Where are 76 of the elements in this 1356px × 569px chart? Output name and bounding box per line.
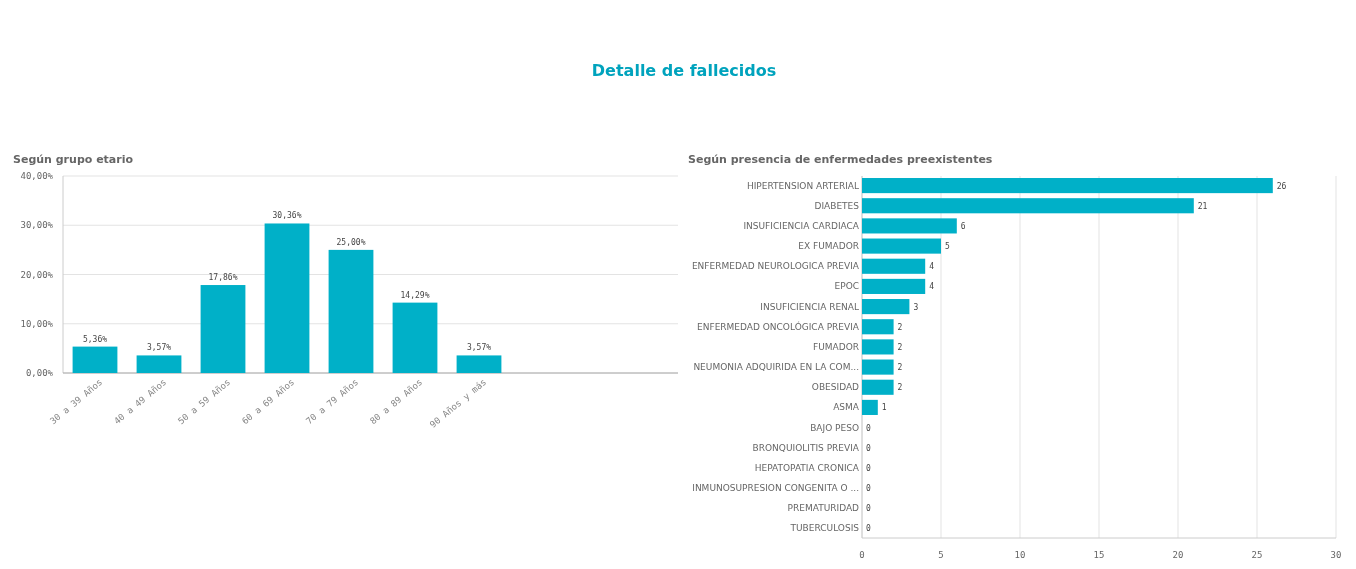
y-tick-label: BAJO PESO	[810, 422, 859, 433]
bar	[862, 178, 1273, 194]
x-tick-label: 5	[938, 550, 944, 560]
data-label: 30,36%	[272, 211, 302, 221]
y-tick-label: EPOC	[834, 281, 859, 292]
data-label: 5	[945, 242, 950, 252]
y-tick-label: HEPATOPATIA CRONICA	[754, 462, 860, 473]
y-tick-label: TUBERCULOSIS	[789, 523, 860, 534]
bar	[200, 285, 246, 373]
data-label: 6	[960, 221, 966, 231]
y-tick-label: FUMADOR	[813, 341, 859, 352]
bar	[862, 198, 1194, 214]
y-tick-label: ENFERMEDAD ONCOLÓGICA PREVIA	[697, 320, 860, 332]
data-label: 0	[866, 463, 871, 473]
y-tick-label: OBESIDAD	[811, 382, 860, 393]
x-tick-label: 15	[1093, 550, 1105, 560]
bar	[862, 339, 894, 355]
y-tick-label: INSUFICIENCIA CARDIACA	[743, 220, 860, 231]
x-tick-label: 0	[859, 550, 865, 560]
data-label: 17,86%	[208, 273, 238, 283]
x-tick-label: 25	[1251, 550, 1263, 560]
y-tick-label: 0,00%	[25, 368, 54, 378]
chart-subtitle: Según presencia de enfermedades preexistentes	[688, 153, 993, 166]
data-label: 0	[866, 443, 871, 453]
y-tick-label: EX FUMADOR	[798, 241, 859, 252]
data-label: 25,00%	[336, 237, 366, 247]
bar	[862, 299, 910, 315]
data-label: 2	[897, 342, 903, 352]
data-label: 1	[881, 403, 887, 413]
data-label: 2	[897, 383, 903, 393]
y-tick-label: BRONQUIOLITIS PREVIA	[752, 442, 860, 453]
y-tick-label: INSUFICIENCIA RENAL	[760, 301, 859, 312]
data-label: 2	[897, 363, 903, 373]
bar	[862, 258, 926, 274]
y-tick-label: HIPERTENSION ARTERIAL	[746, 180, 859, 191]
x-tick-label: 20	[1172, 550, 1184, 560]
data-label: 4	[929, 282, 935, 292]
data-label: 3	[913, 302, 919, 312]
y-tick-label: 20,00%	[20, 269, 54, 280]
y-tick-label: ENFERMEDAD NEUROLOGICA PREVIA	[691, 261, 860, 272]
bar	[328, 249, 374, 373]
y-tick-label: 40,00%	[20, 171, 54, 181]
data-label: 3,57%	[146, 343, 172, 353]
y-tick-label: 10,00%	[20, 318, 54, 329]
data-label: 4	[929, 262, 935, 272]
data-label: 0	[866, 504, 871, 514]
data-label: 5,36%	[82, 334, 108, 344]
bar	[862, 379, 894, 395]
y-tick-label: DIABETES	[814, 200, 860, 211]
y-tick-label: INMUNOSUPRESION CONGENITA O ...	[692, 483, 859, 494]
chart-title: Según grupo etario	[13, 153, 134, 166]
bar	[862, 319, 894, 335]
bar	[72, 346, 118, 373]
bar	[862, 399, 878, 415]
data-label: 0	[866, 524, 871, 534]
bar	[862, 218, 957, 234]
data-label: 3,57%	[466, 343, 492, 353]
bar	[392, 302, 438, 373]
x-tick-label: 10	[1014, 550, 1026, 560]
data-label: 26	[1276, 181, 1287, 191]
y-tick-label: ASMA	[833, 402, 860, 413]
text: Detalle de fallecidos	[591, 61, 777, 80]
bar	[264, 223, 310, 373]
data-label: 2	[897, 322, 903, 332]
y-tick-label: 30,00%	[20, 220, 54, 231]
y-tick-label: PREMATURIDAD	[787, 503, 860, 514]
bar	[456, 355, 502, 373]
bar	[862, 238, 941, 254]
y-tick-label: NEUMONIA ADQUIRIDA EN LA COM...	[693, 362, 859, 373]
data-label: 14,29%	[400, 290, 430, 300]
data-label: 21	[1197, 201, 1208, 211]
data-label: 0	[866, 484, 871, 494]
bar	[862, 359, 894, 375]
bar	[136, 355, 182, 373]
x-tick-label: 30	[1330, 550, 1342, 560]
bar	[862, 278, 926, 294]
